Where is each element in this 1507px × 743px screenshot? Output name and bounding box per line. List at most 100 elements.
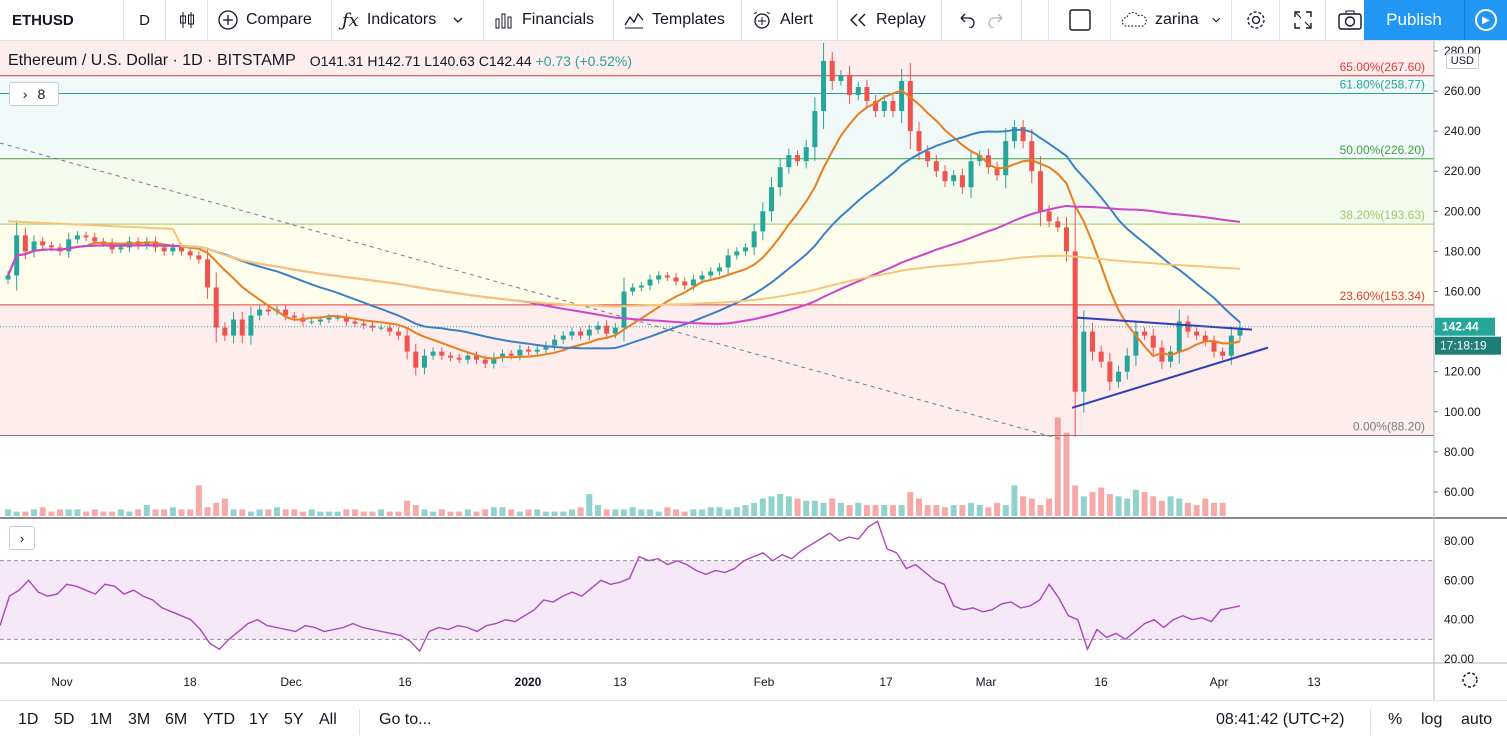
price-tick-label: 120.00 xyxy=(1444,365,1481,379)
fullscreen-box-button[interactable] xyxy=(1048,0,1111,40)
candle-body xyxy=(716,267,722,272)
settings-button[interactable] xyxy=(1232,0,1280,40)
range-3m[interactable]: 3M xyxy=(128,711,151,728)
time-tick-label: Apr xyxy=(1210,675,1229,689)
volume-bar xyxy=(829,498,836,516)
candle-body xyxy=(48,245,54,248)
candle-body xyxy=(1063,227,1069,252)
volume-bar xyxy=(1011,485,1018,516)
volume-bar xyxy=(1037,505,1044,516)
candle-body xyxy=(1202,335,1208,342)
candle-body xyxy=(413,351,419,368)
auto-toggle[interactable]: auto xyxy=(1461,711,1493,728)
volume-bar xyxy=(1210,502,1217,516)
volume-bar xyxy=(647,509,654,516)
range-all[interactable]: All xyxy=(319,711,337,728)
candle-body xyxy=(1168,351,1174,362)
range-ytd[interactable]: YTD xyxy=(203,711,235,728)
candles-icon xyxy=(179,12,194,28)
candle-body xyxy=(803,147,809,162)
candle-body xyxy=(951,175,957,182)
templates-button[interactable]: Templates xyxy=(614,0,742,40)
financials-button[interactable]: Financials xyxy=(484,0,614,40)
volume-bar xyxy=(933,505,940,516)
candle-body xyxy=(335,317,341,319)
chart-area[interactable]: 65.00%(267.60) 61.80%(258.77) 50.00%(226.2… xyxy=(0,40,1507,700)
undo-icon[interactable] xyxy=(958,12,976,28)
volume-bar xyxy=(655,511,662,516)
range-1d[interactable]: 1D xyxy=(18,711,39,728)
volume-bar xyxy=(352,509,359,516)
clock-timezone[interactable]: 08:41:42 (UTC+2) xyxy=(1216,711,1345,728)
candle-body xyxy=(1020,127,1026,142)
fib-level-label: 23.60%(153.34) xyxy=(1340,289,1425,303)
fib-band xyxy=(0,93,1434,159)
fullscreen-button[interactable] xyxy=(1280,0,1326,40)
candle-body xyxy=(22,235,28,252)
percent-toggle[interactable]: % xyxy=(1388,711,1403,728)
candle-body xyxy=(586,329,592,336)
replay-button[interactable]: Replay xyxy=(838,0,942,40)
candle-body xyxy=(179,247,185,252)
volume-bar xyxy=(733,507,740,516)
volume-bar xyxy=(117,509,124,516)
volume-bar xyxy=(551,511,558,516)
candle-body xyxy=(421,355,427,368)
alert-button[interactable]: Alert xyxy=(742,0,838,40)
volume-bar xyxy=(239,509,246,516)
countdown-badge xyxy=(1435,336,1501,355)
candle-body xyxy=(664,275,670,278)
volume-bar xyxy=(1115,496,1122,516)
price-tick-label: 160.00 xyxy=(1444,285,1481,299)
replay-play-button[interactable]: ▶ xyxy=(1464,0,1507,40)
candle-body xyxy=(205,259,211,288)
indicators-button[interactable]: ƒx Indicators xyxy=(332,0,484,40)
candle-body xyxy=(265,309,271,312)
candle-body xyxy=(1124,355,1130,372)
range-5d[interactable]: 5D xyxy=(54,711,75,728)
indicators-collapse-button[interactable]: › 8 xyxy=(9,82,59,106)
layout-button[interactable]: zarina xyxy=(1111,0,1232,40)
candle-body xyxy=(864,86,870,102)
compare-button[interactable]: Compare xyxy=(208,0,332,40)
goto-button[interactable]: Go to... xyxy=(379,711,432,728)
volume-bar xyxy=(317,511,324,516)
axis-settings-icon[interactable] xyxy=(1462,672,1478,688)
candle-body xyxy=(1011,127,1017,142)
candle-body xyxy=(1081,331,1087,392)
volume-bar xyxy=(447,511,454,516)
volume-bar xyxy=(74,509,81,516)
redo-icon[interactable] xyxy=(987,12,1005,28)
candle-body xyxy=(795,155,801,162)
candle-body xyxy=(768,187,774,212)
candle-body xyxy=(352,321,358,324)
candle-body xyxy=(31,241,37,252)
currency-label[interactable]: USD xyxy=(1445,53,1479,69)
series-legend: Ethereum / U.S. Dollar · 1D · BITSTAMP O… xyxy=(8,52,632,70)
range-5y[interactable]: 5Y xyxy=(284,711,304,728)
rsi-line xyxy=(0,520,1241,653)
volume-bar xyxy=(39,507,46,516)
divider xyxy=(359,709,360,735)
chevron-down-icon xyxy=(1211,17,1220,23)
range-1y[interactable]: 1Y xyxy=(249,711,269,728)
publish-button[interactable]: Publish xyxy=(1364,0,1464,40)
volume-bar xyxy=(707,507,714,516)
candle-body xyxy=(508,353,514,356)
chart-type-button[interactable] xyxy=(166,0,208,40)
candle-body xyxy=(1220,351,1226,356)
candle-body xyxy=(66,239,72,252)
interval-button[interactable]: D xyxy=(124,0,166,40)
range-1m[interactable]: 1M xyxy=(90,711,113,728)
log-toggle[interactable]: log xyxy=(1421,711,1443,728)
candle-body xyxy=(543,345,549,350)
candle-body xyxy=(526,349,532,352)
volume-bar xyxy=(1184,502,1191,516)
volume-bar xyxy=(369,511,376,516)
range-6m[interactable]: 6M xyxy=(165,711,188,728)
volume-bar xyxy=(291,509,298,516)
chart-canvas[interactable]: 65.00%(267.60) 61.80%(258.77) 50.00%(226.2… xyxy=(0,40,1507,700)
rsi-collapse-button[interactable]: › xyxy=(9,526,35,550)
volume-bar xyxy=(282,509,289,516)
symbol-search[interactable]: ETHUSD xyxy=(0,0,124,40)
